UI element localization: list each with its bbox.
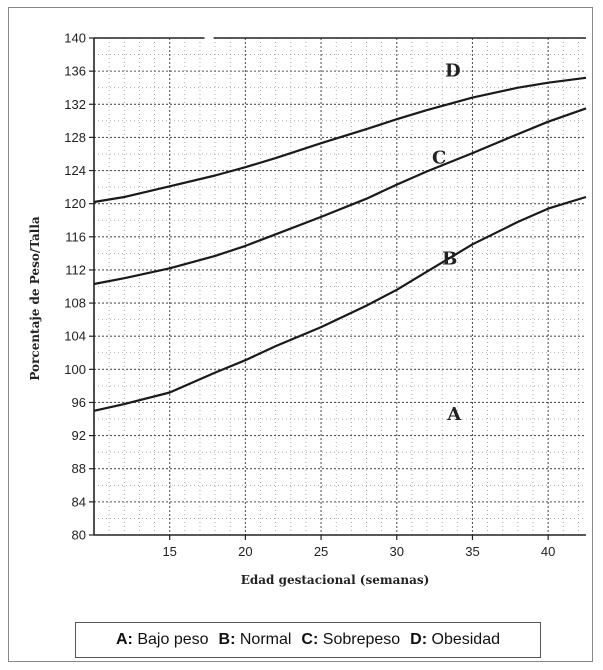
legend-label: Bajo peso <box>137 631 209 648</box>
x-tick-label: 40 <box>541 544 555 559</box>
legend-key: C: <box>301 631 319 648</box>
y-tick-label: 112 <box>65 262 86 277</box>
x-tick-label: 30 <box>390 544 404 559</box>
legend-label: Obesidad <box>431 631 501 648</box>
series-layer <box>93 76 587 412</box>
y-tick-label: 116 <box>65 229 86 244</box>
y-tick-label: 140 <box>64 31 86 46</box>
legend-label: Sobrepeso <box>322 631 401 648</box>
y-tick-label: 128 <box>64 130 86 145</box>
curve-label: D <box>445 60 461 81</box>
x-axis-title: Edad gestacional (semanas) <box>241 573 430 587</box>
series-line <box>93 76 587 204</box>
y-tick-label: 108 <box>64 296 86 311</box>
legend-item-a: A: Bajo peso <box>116 631 209 649</box>
x-tick-label: 20 <box>238 544 252 559</box>
figure-frame: 80 84 88 92 96 100 104 108 112 116 120 124 128 132 136… <box>8 7 593 662</box>
legend-item-c: C: Sobrepeso <box>301 631 400 649</box>
y-tick-label: 92 <box>72 428 86 443</box>
legend-label: Normal <box>239 631 292 648</box>
curve-labels: A B C D <box>432 60 462 425</box>
y-tick-label: 80 <box>72 528 86 543</box>
curve-label: B <box>442 248 457 269</box>
series-line <box>93 195 587 412</box>
curve-label: C <box>432 147 446 168</box>
x-tick-label: 15 <box>162 544 176 559</box>
y-tick-label: 96 <box>72 395 86 410</box>
y-tick-label: 120 <box>64 196 86 211</box>
curve-label: A <box>446 404 462 425</box>
legend-key: A: <box>116 631 133 648</box>
x-tick-label: 25 <box>314 544 328 559</box>
legend-item-d: D: Obesidad <box>410 631 500 649</box>
y-tick-label: 88 <box>72 461 86 476</box>
y-tick-label: 124 <box>64 163 86 178</box>
legend-item-b: B: Normal <box>219 631 292 649</box>
chart: 80 84 88 92 96 100 104 108 112 116 120 124 128 132 136… <box>28 31 587 587</box>
y-tick-label: 136 <box>64 64 86 79</box>
legend: A: Bajo peso B: Normal C: Sobrepeso D: O… <box>75 622 541 658</box>
legend-key: B: <box>218 631 236 648</box>
legend-key: D: <box>410 631 428 648</box>
y-tick-label: 100 <box>64 362 86 377</box>
x-tick-label: 35 <box>465 544 479 559</box>
axes: 80 84 88 92 96 100 104 108 112 116 120 124 128 132 136… <box>64 31 586 559</box>
y-tick-label: 132 <box>64 97 86 112</box>
series-line <box>93 107 587 286</box>
y-tick-label: 104 <box>64 329 86 344</box>
y-axis-title: Porcentaje de Peso/Talla <box>28 216 42 381</box>
y-tick-label: 84 <box>72 494 86 509</box>
grid <box>94 38 586 535</box>
